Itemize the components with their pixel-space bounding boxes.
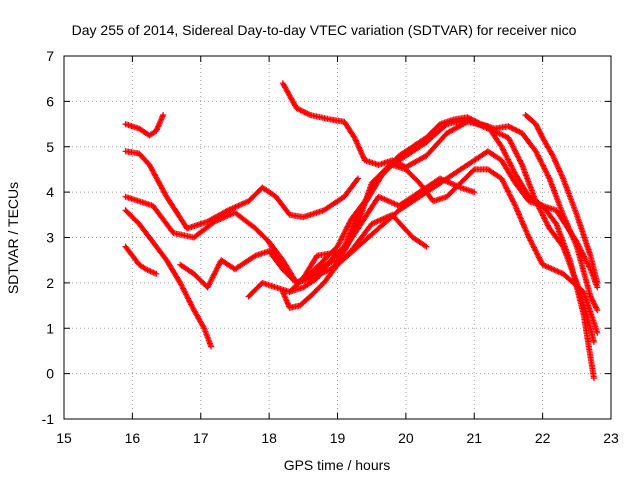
plus-marker-trace — [122, 148, 362, 232]
x-tick-label: 15 — [56, 430, 72, 446]
y-tick-label: 0 — [46, 366, 54, 382]
plus-marker-trace — [245, 116, 597, 345]
y-tick-label: 2 — [46, 275, 54, 291]
chart-title: Day 255 of 2014, Sidereal Day-to-day VTE… — [72, 22, 577, 38]
x-tick-label: 18 — [261, 430, 277, 446]
x-tick-label: 21 — [466, 430, 482, 446]
plus-marker-trace — [122, 111, 167, 139]
series-track-05 — [122, 243, 160, 277]
series-track-02 — [122, 148, 362, 232]
x-axis-ticks: 15 16 17 18 19 20 21 22 23 — [56, 56, 619, 446]
series-track-11 — [286, 114, 601, 314]
series-track-07 — [245, 116, 597, 345]
x-tick-label: 16 — [125, 430, 141, 446]
data-marks — [122, 80, 601, 382]
x-axis-label: GPS time / hours — [284, 457, 391, 473]
grid — [64, 56, 611, 419]
y-tick-label: 6 — [46, 93, 54, 109]
x-tick-label: 19 — [330, 430, 346, 446]
plus-marker-trace — [286, 114, 601, 314]
y-tick-label: 3 — [46, 230, 54, 246]
y-axis-ticks: -1 0 1 2 3 4 5 6 7 — [42, 48, 611, 427]
x-tick-label: 20 — [398, 430, 414, 446]
plus-marker-trace — [122, 243, 160, 277]
series-track-12 — [522, 112, 601, 286]
y-tick-label: 7 — [46, 48, 54, 64]
x-tick-label: 22 — [535, 430, 551, 446]
y-axis-label: SDTVAR / TECUs — [5, 182, 21, 294]
plot-frame — [63, 55, 612, 420]
y-tick-label: 1 — [46, 320, 54, 336]
plus-marker-trace — [122, 207, 215, 350]
series-track-01 — [122, 111, 167, 139]
plus-marker-trace — [522, 112, 601, 286]
x-tick-label: 17 — [193, 430, 209, 446]
y-tick-label: 4 — [46, 184, 54, 200]
y-tick-label: -1 — [42, 411, 55, 427]
y-tick-label: 5 — [46, 139, 54, 155]
series-track-04 — [122, 207, 215, 350]
x-tick-label: 23 — [603, 430, 619, 446]
